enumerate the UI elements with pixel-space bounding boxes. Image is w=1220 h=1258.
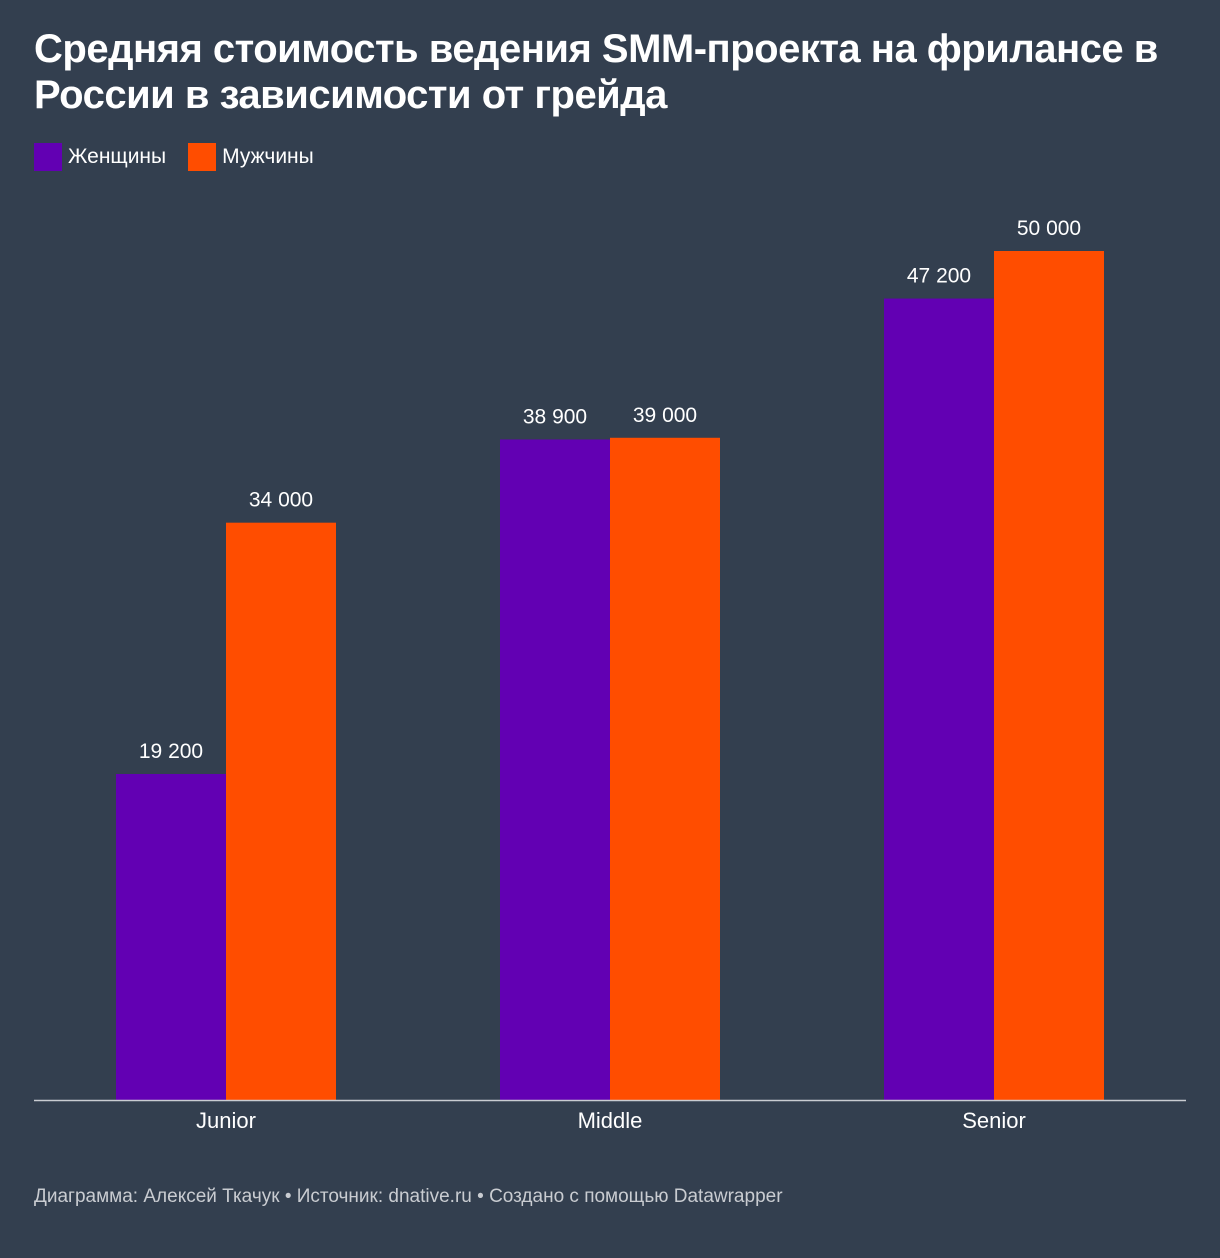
data-label-men-senior: 50 000 — [1017, 217, 1081, 240]
data-label-women-junior: 19 200 — [139, 740, 203, 763]
legend-label-men: Мужчины — [222, 145, 314, 168]
data-label-women-middle: 38 900 — [523, 405, 587, 428]
legend-swatch-men — [188, 143, 217, 171]
bar-women-junior — [116, 773, 226, 1100]
chart-title: Средняя стоимость ведения SMM-проекта на… — [34, 27, 1158, 117]
x-tick-label-junior: Junior — [196, 1108, 256, 1133]
bar-chart: 19 200 38 900 47 200 34 000 39 000 50 000 Juni… — [34, 217, 1186, 1133]
footer-credits: Диаграмма: Алексей Ткачук • Источник: dn… — [34, 1186, 783, 1207]
data-label-men-junior: 34 000 — [249, 489, 313, 512]
bar-men-senior — [994, 251, 1104, 1100]
x-tick-label-senior: Senior — [962, 1108, 1026, 1133]
legend-label-women: Женщины — [68, 145, 167, 168]
bar-women-senior — [884, 298, 994, 1100]
x-tick-label-middle: Middle — [578, 1108, 643, 1133]
data-label-men-middle: 39 000 — [633, 404, 697, 427]
legend: Женщины Мужчины — [34, 143, 336, 171]
data-label-women-senior: 47 200 — [907, 265, 971, 288]
bar-women-middle — [500, 439, 610, 1100]
bar-men-junior — [226, 522, 336, 1100]
legend-item-women: Женщины — [34, 143, 166, 171]
legend-item-men: Мужчины — [188, 143, 314, 171]
bar-men-middle — [610, 437, 720, 1100]
legend-swatch-women — [34, 143, 62, 171]
